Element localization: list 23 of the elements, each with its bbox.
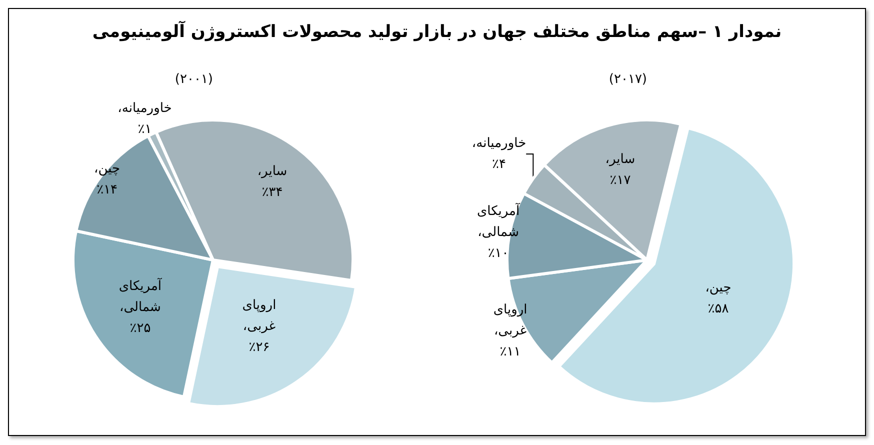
- slice-label: چین،: [705, 280, 732, 296]
- data-label: ٪۲۵: [130, 320, 151, 336]
- slice-label: سایر،: [257, 164, 288, 179]
- slice-label: چین،: [94, 162, 120, 177]
- slice-label: سایر،: [605, 152, 636, 168]
- chart-subtitle: (۲۰۱۷): [608, 72, 648, 87]
- slice-label: آمریکای شمالی،: [118, 276, 163, 315]
- data-label: ٪۴: [492, 157, 506, 172]
- slice-label: آمریکای شمالی،: [476, 202, 522, 240]
- slice-label: خاورمیانه،: [472, 136, 526, 152]
- data-label: ٪۱۴: [96, 182, 118, 198]
- data-label: ٪۱۱: [500, 344, 521, 360]
- slice-label: اروپای غربی،: [493, 302, 528, 338]
- data-label: ٪۲۶: [248, 340, 270, 356]
- data-label: ٪۱۷: [610, 173, 631, 188]
- data-label: ٪۱۰: [488, 246, 509, 262]
- data-label: ٪۱: [138, 122, 152, 137]
- chart-subtitle: (۲۰۰۱): [174, 72, 214, 87]
- slice-label: اروپای غربی،: [242, 298, 276, 334]
- slice-label: خاورمیانه،: [118, 100, 172, 116]
- data-label: ٪۵۸: [708, 302, 729, 317]
- text: نمودار ۱ –سهم مناطق مختلف جهان در بازار تولید محصولات اکستروژن آلومینیومی: [91, 22, 783, 42]
- data-label: ٪۳۴: [262, 184, 283, 200]
